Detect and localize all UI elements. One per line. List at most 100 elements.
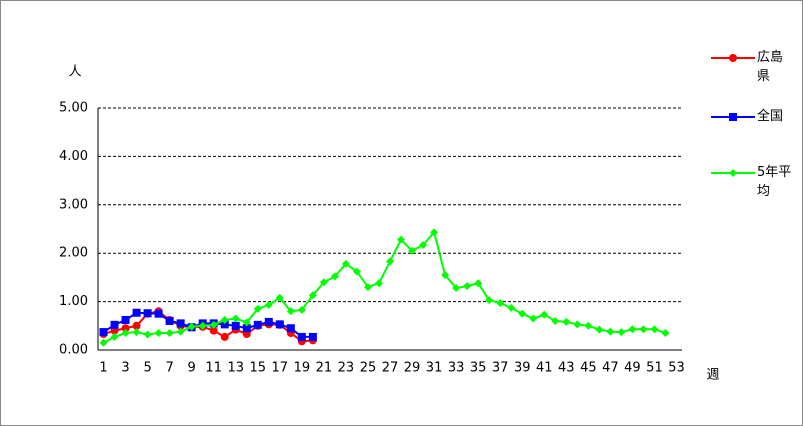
x-tick-label: 33 bbox=[448, 361, 465, 376]
data-point bbox=[319, 278, 328, 287]
x-tick-label: 23 bbox=[338, 361, 355, 376]
data-point bbox=[639, 325, 648, 334]
data-point bbox=[397, 235, 406, 244]
x-tick-label: 9 bbox=[188, 361, 196, 376]
x-tick-label: 45 bbox=[580, 361, 597, 376]
y-axis-label: 人 bbox=[68, 65, 81, 80]
x-tick-label: 15 bbox=[250, 361, 267, 376]
data-point bbox=[297, 305, 306, 314]
x-tick-label: 7 bbox=[165, 361, 173, 376]
data-point bbox=[143, 309, 152, 318]
data-point bbox=[198, 321, 207, 330]
data-point bbox=[165, 316, 174, 325]
legend-marker bbox=[729, 54, 737, 62]
legend-marker bbox=[729, 113, 737, 121]
data-point bbox=[99, 338, 108, 347]
data-point bbox=[121, 324, 130, 333]
data-point bbox=[264, 300, 273, 309]
data-point bbox=[606, 327, 615, 336]
data-point bbox=[551, 316, 560, 325]
data-point bbox=[463, 282, 472, 291]
data-point bbox=[99, 328, 108, 337]
data-point bbox=[176, 327, 185, 336]
data-point bbox=[286, 307, 295, 316]
data-point bbox=[441, 270, 450, 279]
y-tick-label: 3.00 bbox=[59, 197, 88, 212]
data-point bbox=[165, 329, 174, 338]
data-point bbox=[253, 320, 262, 329]
x-tick-label: 39 bbox=[514, 361, 531, 376]
data-point bbox=[121, 329, 130, 338]
data-point bbox=[628, 325, 637, 334]
data-point bbox=[650, 325, 659, 334]
data-point bbox=[330, 272, 339, 281]
data-point bbox=[275, 293, 284, 302]
data-point bbox=[132, 308, 141, 317]
data-point bbox=[132, 328, 141, 337]
data-point bbox=[573, 320, 582, 329]
data-point bbox=[297, 332, 306, 341]
data-point bbox=[275, 320, 284, 329]
y-tick-label: 4.00 bbox=[59, 149, 88, 164]
y-tick-label: 5.00 bbox=[59, 101, 88, 116]
x-tick-label: 43 bbox=[558, 361, 575, 376]
data-point bbox=[110, 332, 119, 341]
data-point bbox=[220, 315, 229, 324]
x-tick-label: 3 bbox=[121, 361, 129, 376]
x-tick-label: 41 bbox=[536, 361, 553, 376]
data-point bbox=[209, 326, 218, 335]
data-point bbox=[264, 317, 273, 326]
data-point bbox=[308, 291, 317, 300]
data-point bbox=[540, 310, 549, 319]
x-tick-label: 51 bbox=[646, 361, 663, 376]
data-point bbox=[474, 279, 483, 288]
x-tick-label: 11 bbox=[205, 361, 222, 376]
data-point bbox=[176, 319, 185, 328]
data-point bbox=[154, 309, 163, 318]
data-point bbox=[143, 330, 152, 339]
x-tick-label: 21 bbox=[316, 361, 333, 376]
x-tick-label: 5 bbox=[143, 361, 151, 376]
data-point bbox=[209, 320, 218, 329]
x-tick-label: 1 bbox=[99, 361, 107, 376]
data-point bbox=[485, 296, 494, 305]
x-tick-label: 25 bbox=[360, 361, 377, 376]
data-point bbox=[341, 259, 350, 268]
data-point bbox=[110, 320, 119, 329]
data-point bbox=[617, 328, 626, 337]
data-point bbox=[386, 257, 394, 266]
data-point bbox=[231, 314, 240, 323]
x-tick-label: 31 bbox=[426, 361, 443, 376]
data-point bbox=[231, 321, 240, 330]
data-point bbox=[308, 332, 317, 341]
x-tick-label: 37 bbox=[492, 361, 509, 376]
data-point bbox=[518, 309, 527, 318]
x-tick-label: 47 bbox=[602, 361, 619, 376]
x-tick-label: 29 bbox=[404, 361, 421, 376]
x-axis-label: 週 bbox=[706, 368, 719, 383]
x-tick-label: 27 bbox=[382, 361, 399, 376]
legend-label: 広島県 bbox=[757, 50, 784, 84]
data-point bbox=[452, 284, 461, 293]
data-point bbox=[374, 279, 383, 288]
data-point bbox=[595, 325, 604, 334]
data-point bbox=[529, 314, 538, 323]
x-tick-label: 53 bbox=[668, 361, 685, 376]
data-point bbox=[187, 322, 196, 331]
series-line bbox=[103, 230, 666, 344]
x-tick-label: 35 bbox=[470, 361, 487, 376]
legend-marker bbox=[729, 169, 737, 177]
data-point bbox=[352, 267, 361, 276]
data-point bbox=[220, 320, 229, 329]
data-point bbox=[363, 283, 372, 292]
data-point bbox=[132, 321, 141, 330]
data-point bbox=[661, 329, 670, 338]
legend-label: 全国 bbox=[757, 109, 784, 124]
y-tick-label: 2.00 bbox=[59, 246, 88, 261]
x-tick-label: 13 bbox=[227, 361, 244, 376]
data-point bbox=[496, 299, 505, 308]
y-tick-label: 1.00 bbox=[59, 294, 88, 309]
data-point bbox=[242, 324, 251, 333]
